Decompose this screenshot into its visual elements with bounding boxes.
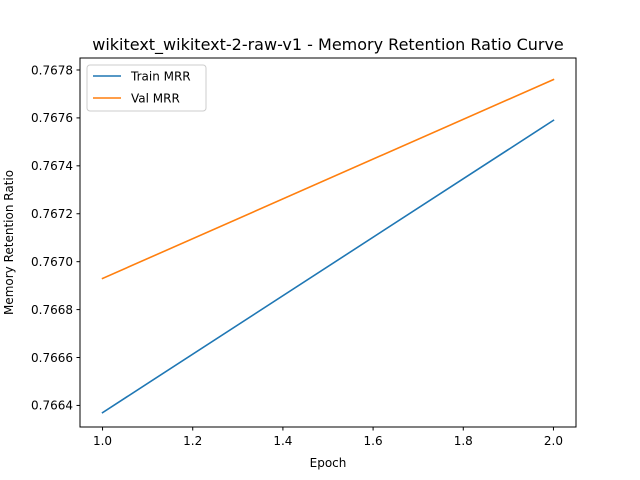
x-axis-label: Epoch	[310, 456, 347, 470]
y-tick-label: 0.7670	[31, 255, 73, 269]
y-tick-label: 0.7672	[31, 207, 73, 221]
x-tick-label: 1.0	[93, 434, 112, 448]
x-axis-ticks: 1.0 1.2 1.4 1.6 1.8 2.0	[93, 427, 563, 448]
y-tick-label: 0.7664	[31, 399, 73, 413]
legend: Train MRR Val MRR	[86, 64, 207, 112]
y-tick-label: 0.7666	[31, 351, 73, 365]
y-axis-ticks: 0.7664 0.7666 0.7668 0.7670 0.7672 0.7674 0.76…	[31, 63, 80, 413]
x-tick-label: 1.2	[183, 434, 202, 448]
series-lines	[101, 78, 555, 414]
legend-label-train: Train MRR	[130, 70, 191, 84]
y-tick-label: 0.7676	[31, 111, 73, 125]
y-tick-label: 0.7678	[31, 63, 73, 77]
series-line-train	[101, 119, 555, 414]
x-tick-label: 1.8	[454, 434, 473, 448]
y-axis-label: Memory Retention Ratio	[2, 170, 16, 315]
plot-frame	[79, 57, 577, 428]
y-tick-label: 0.7668	[31, 303, 73, 317]
legend-label-val: Val MRR	[131, 92, 180, 106]
series-line-val	[101, 78, 555, 280]
x-tick-label: 2.0	[544, 434, 563, 448]
y-tick-label: 0.7674	[31, 159, 73, 173]
chart-title: wikitext_wikitext-2-raw-v1 - Memory Rete…	[92, 35, 564, 55]
x-tick-label: 1.4	[273, 434, 292, 448]
x-tick-label: 1.6	[364, 434, 383, 448]
